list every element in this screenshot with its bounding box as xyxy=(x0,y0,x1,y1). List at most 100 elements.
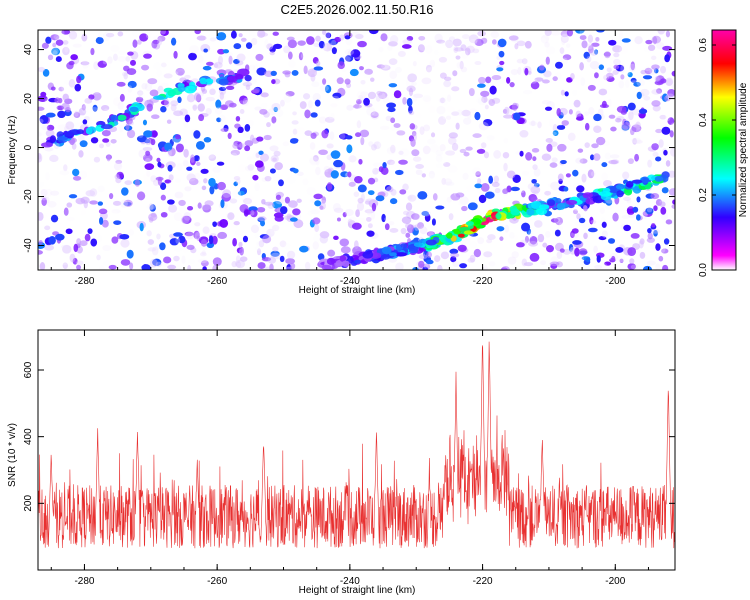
heatmap-cell xyxy=(626,199,632,204)
heatmap-cell xyxy=(184,74,191,79)
heatmap-cell xyxy=(585,257,591,263)
heatmap-cell xyxy=(38,138,46,144)
heatmap-cell xyxy=(254,106,262,111)
heatmap-cell xyxy=(503,114,513,119)
heatmap-cell xyxy=(647,228,652,234)
heatmap-cell xyxy=(448,132,458,139)
heatmap-cell xyxy=(209,37,217,42)
heatmap-cell xyxy=(360,193,365,203)
heatmap-cell xyxy=(121,187,129,196)
heatmap-cell xyxy=(547,183,555,188)
heatmap-cell xyxy=(467,257,475,263)
heatmap-cell xyxy=(546,143,553,153)
heatmap-cell xyxy=(487,234,496,241)
heatmap-cell xyxy=(193,230,200,240)
heatmap-cell xyxy=(274,215,284,222)
heatmap-cell xyxy=(522,89,533,95)
heatmap-cell xyxy=(446,196,452,203)
heatmap-cell xyxy=(454,47,464,52)
heatmap-cell xyxy=(499,236,504,241)
heatmap-cell xyxy=(572,240,582,245)
heatmap-cell xyxy=(532,126,538,136)
heatmap-cell xyxy=(632,122,641,128)
heatmap-cell xyxy=(503,162,508,172)
heatmap-cell xyxy=(193,130,201,139)
heatmap-cell xyxy=(256,67,267,76)
heatmap-cell xyxy=(242,99,250,108)
heatmap-cell xyxy=(76,75,82,84)
heatmap-cell xyxy=(405,78,414,88)
heatmap-cell xyxy=(97,201,104,206)
heatmap-cell xyxy=(286,250,296,259)
heatmap-cell xyxy=(192,104,198,110)
heatmap-cell xyxy=(440,158,447,165)
heatmap-cell xyxy=(150,175,157,183)
heatmap-cell xyxy=(346,144,353,154)
heatmap-cell xyxy=(68,30,78,40)
heatmap-cell xyxy=(510,68,519,76)
heatmap-cell xyxy=(64,44,69,53)
heatmap-cell xyxy=(643,95,651,101)
heatmap-cell xyxy=(434,33,443,43)
heatmap-track-cell xyxy=(110,114,119,121)
heatmap-cell xyxy=(153,62,162,70)
heatmap-cell xyxy=(529,78,538,84)
heatmap-cell xyxy=(266,43,274,50)
heatmap-cell xyxy=(378,91,388,99)
heatmap-cell xyxy=(503,137,509,144)
heatmap-cell xyxy=(79,240,88,247)
heatmap-cell xyxy=(469,108,478,113)
heatmap-cell xyxy=(198,113,205,122)
heatmap-cell xyxy=(425,64,433,73)
heatmap-cell xyxy=(591,143,599,149)
heatmap-track-cell xyxy=(408,248,419,254)
heatmap-cell xyxy=(402,183,409,191)
heatmap-cell xyxy=(286,213,292,220)
heatmap-cell xyxy=(359,129,370,138)
heatmap-cell xyxy=(332,92,342,99)
heatmap-cell xyxy=(655,263,661,270)
heatmap-cell xyxy=(256,207,266,213)
heatmap-cell xyxy=(116,171,124,180)
heatmap-cell xyxy=(560,89,565,96)
heatmap-cell xyxy=(312,241,319,250)
heatmap-cell xyxy=(139,222,144,232)
heatmap-cell xyxy=(319,116,327,124)
heatmap-cell xyxy=(512,235,519,240)
heatmap-cell xyxy=(102,245,112,251)
heatmap-cell xyxy=(494,186,503,196)
heatmap-cell xyxy=(254,246,262,251)
heatmap-cell xyxy=(651,228,661,234)
heatmap-cell xyxy=(560,159,567,165)
heatmap-cell xyxy=(502,188,509,195)
heatmap-track-cell xyxy=(640,176,650,184)
heatmap-cell xyxy=(99,216,104,225)
heatmap-cell xyxy=(310,209,321,215)
heatmap-cell xyxy=(435,205,445,210)
heatmap-cell xyxy=(498,50,505,58)
heatmap-cell xyxy=(481,96,488,103)
heatmap-cell xyxy=(206,61,214,66)
heatmap-cell xyxy=(330,103,338,108)
heatmap-cell xyxy=(270,252,281,260)
heatmap-cell xyxy=(598,202,606,209)
heatmap-cell xyxy=(50,34,60,41)
heatmap-cell xyxy=(405,232,411,238)
heatmap-cell xyxy=(76,238,82,246)
heatmap-cell xyxy=(540,37,546,46)
heatmap-cell xyxy=(126,68,137,75)
heatmap-cell xyxy=(174,173,184,182)
heatmap-cell xyxy=(137,90,144,96)
colorbar-tick-label: 0.4 xyxy=(698,113,709,127)
heatmap-cell xyxy=(517,163,524,168)
heatmap-cell xyxy=(213,63,219,68)
heatmap-cell xyxy=(388,41,398,47)
heatmap-cell xyxy=(407,73,418,83)
heatmap-cell xyxy=(663,238,670,245)
heatmap-cell xyxy=(73,243,79,253)
heatmap-cell xyxy=(400,227,407,235)
heatmap-cell xyxy=(44,186,55,192)
heatmap-cell xyxy=(75,260,84,266)
heatmap-cell xyxy=(186,173,196,182)
heatmap-cell xyxy=(313,193,323,200)
